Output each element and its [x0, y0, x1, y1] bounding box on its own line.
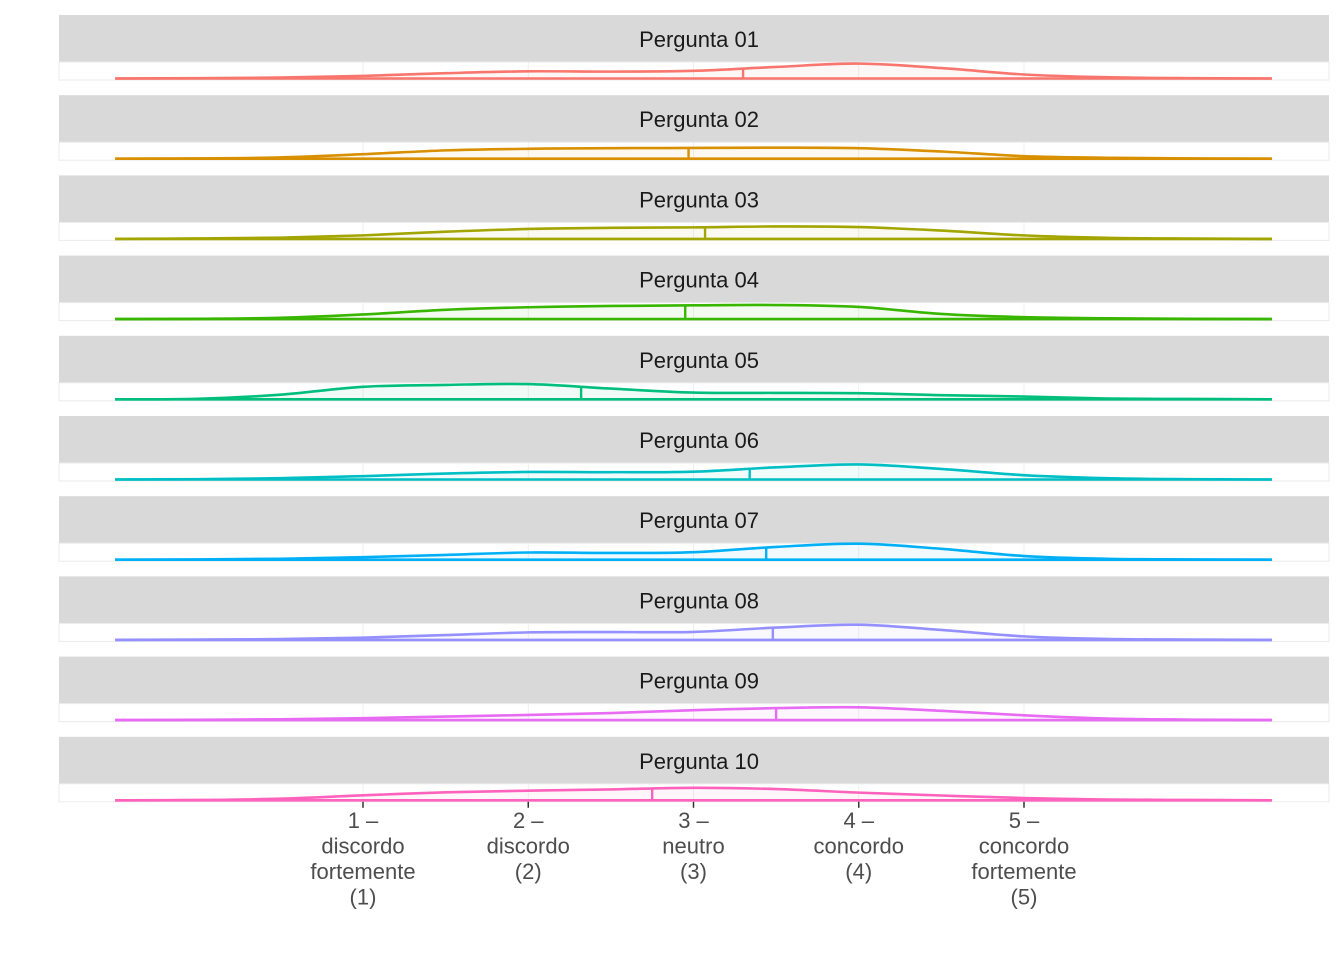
x-tick-label: 1 – discordo fortemente (1) [310, 808, 415, 910]
facet-panel: Pergunta 08 [58, 576, 1330, 642]
facet-strip [59, 496, 1329, 544]
facet-label: Pergunta 07 [639, 508, 759, 533]
facet-panel: Pergunta 06 [58, 416, 1330, 482]
facet-panel: Pergunta 05 [58, 335, 1330, 402]
facet-strip [59, 656, 1329, 704]
facet-strip [59, 15, 1329, 62]
density-curve [115, 542, 1272, 561]
density-curve [115, 463, 1272, 481]
facet-label: Pergunta 10 [639, 749, 759, 774]
density-fill [115, 383, 1272, 400]
facet-panel: Pergunta 10 [58, 736, 1330, 803]
facet-strip [59, 95, 1329, 143]
density-fill [115, 543, 1272, 560]
facet-label: Pergunta 02 [639, 107, 759, 132]
density-curve [115, 225, 1272, 241]
facet-label: Pergunta 06 [639, 428, 759, 453]
facet-panel: Pergunta 02 [58, 95, 1330, 161]
facet-strip [59, 736, 1329, 784]
density-fill [115, 707, 1272, 721]
facet-panel: Pergunta 09 [58, 656, 1330, 723]
x-tick-label: 2 – discordo (2) [487, 808, 570, 884]
facet-label: Pergunta 08 [639, 588, 759, 613]
x-axis: 1 – discordo fortemente (1) 2 – discordo (2) 3 … [310, 801, 1077, 910]
x-tick-label: 5 – concordo fortemente (5) [971, 808, 1076, 910]
facet-panel: Pergunta 03 [58, 175, 1330, 241]
x-tick-label: 3 – neutro (3) [662, 808, 724, 884]
density-fill [115, 226, 1272, 239]
density-curve [115, 62, 1272, 80]
facet-strip [59, 576, 1329, 624]
facet-strip [59, 175, 1329, 223]
facet-label: Pergunta 01 [639, 27, 759, 52]
x-tick-label: 4 – concordo (4) [813, 808, 904, 884]
facet-label: Pergunta 05 [639, 348, 759, 373]
facet-panel: Pergunta 01 [58, 15, 1330, 81]
facet-panel: Pergunta 04 [58, 255, 1330, 322]
facet-label: Pergunta 09 [639, 669, 759, 694]
facet-panel: Pergunta 07 [58, 496, 1330, 562]
facet-label: Pergunta 04 [639, 268, 759, 293]
facet-strip [59, 255, 1329, 303]
panels-group: Pergunta 01 Pergunta 02 Pergunta 03 Pergunt… [58, 15, 1330, 803]
facet-strip [59, 416, 1329, 463]
density-fill [115, 304, 1272, 320]
facet-label: Pergunta 03 [639, 187, 759, 212]
density-fill [115, 147, 1272, 159]
facet-strip [59, 335, 1329, 383]
